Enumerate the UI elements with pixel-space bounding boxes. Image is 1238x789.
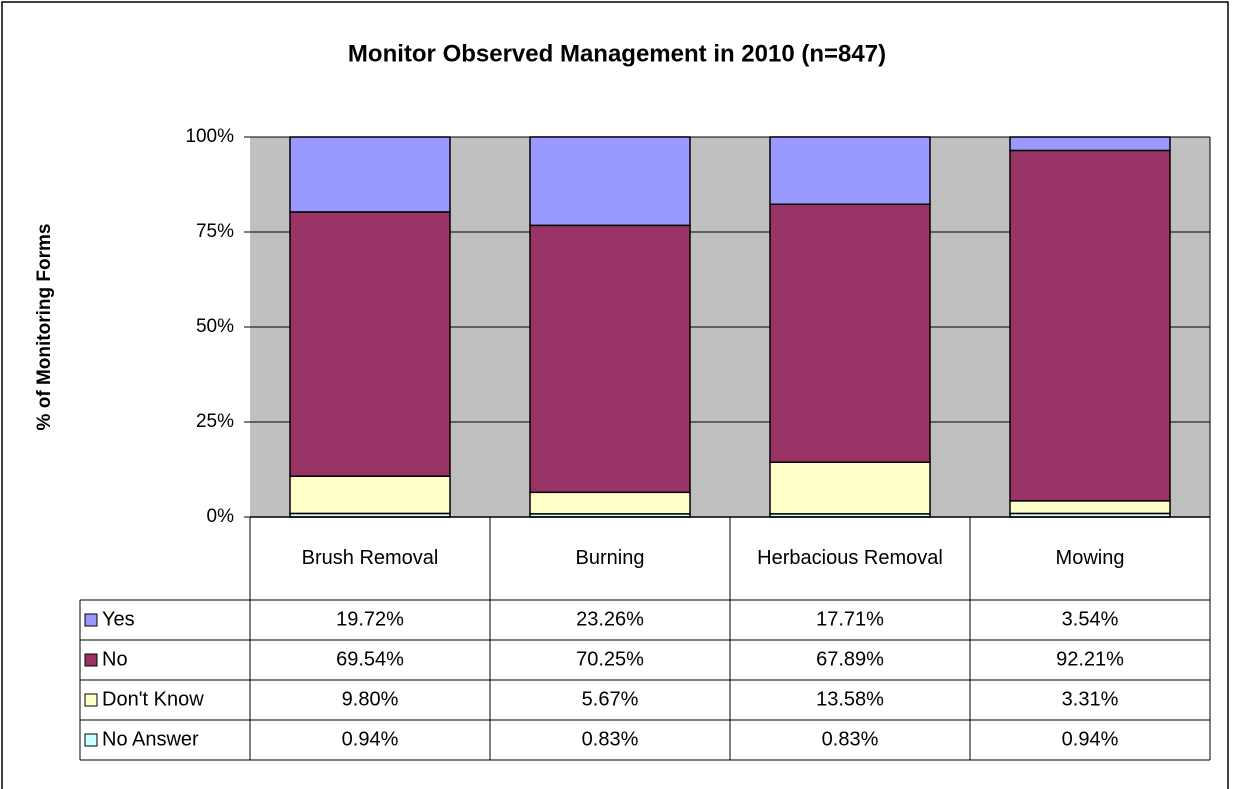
legend-key (84, 613, 98, 627)
table-value: 0.94% (342, 728, 399, 750)
category-cell: Brush Removal (301, 547, 439, 569)
x-tick-label: Burning (575, 547, 645, 569)
table-value: 3.31% (1062, 688, 1119, 710)
legend-key (84, 653, 98, 667)
table-value: 0.83% (822, 728, 879, 750)
table-value: 9.80% (342, 688, 399, 710)
table-value: 92.21% (1056, 648, 1124, 670)
table-value: 5.67% (582, 688, 639, 710)
bar-segment (289, 475, 451, 515)
table-value: 70.25% (576, 648, 644, 670)
table-value: 69.54% (336, 648, 404, 670)
legend-label: No (102, 648, 128, 670)
y-axis-label: % of Monitoring Forms (34, 224, 55, 431)
x-tick-label: Mowing (1055, 547, 1125, 569)
chart-title: Monitor Observed Management in 2010 (n=8… (348, 40, 886, 67)
bar-segment (289, 136, 451, 213)
bar-segment (289, 211, 451, 477)
bar-segment (529, 491, 691, 515)
table-value: 13.58% (816, 688, 884, 710)
y-tick-label: 25% (196, 411, 234, 432)
table-value: 0.83% (582, 728, 639, 750)
y-tick-label: 0% (207, 506, 235, 527)
legend-label: No Answer (102, 728, 199, 750)
category-cell: Mowing (1055, 547, 1125, 569)
bar-segment (769, 203, 931, 463)
bar-segment (529, 136, 691, 227)
x-tick-label: Brush Removal (301, 547, 439, 569)
bar-segment (1009, 500, 1171, 515)
category-cell: Herbacious Removal (757, 547, 943, 569)
table-value: 23.26% (576, 608, 644, 630)
table-value: 19.72% (336, 608, 404, 630)
bar-segment (769, 136, 931, 206)
y-tick-label: 75% (196, 221, 234, 242)
table-value: 17.71% (816, 608, 884, 630)
table-value: 3.54% (1062, 608, 1119, 630)
bar-segment (1009, 136, 1171, 152)
bar-segment (1009, 149, 1171, 502)
bar-segment (529, 224, 691, 494)
x-tick-label: Herbacious Removal (757, 547, 943, 569)
legend-key (84, 733, 98, 747)
table-value: 0.94% (1062, 728, 1119, 750)
y-tick-label: 50% (196, 316, 234, 337)
y-tick-label: 100% (185, 126, 234, 147)
category-cell: Burning (575, 547, 645, 569)
legend-label: Yes (102, 608, 135, 630)
bar-segment (769, 461, 931, 515)
table-value: 67.89% (816, 648, 884, 670)
legend-label: Don't Know (102, 688, 204, 710)
legend-key (84, 693, 98, 707)
